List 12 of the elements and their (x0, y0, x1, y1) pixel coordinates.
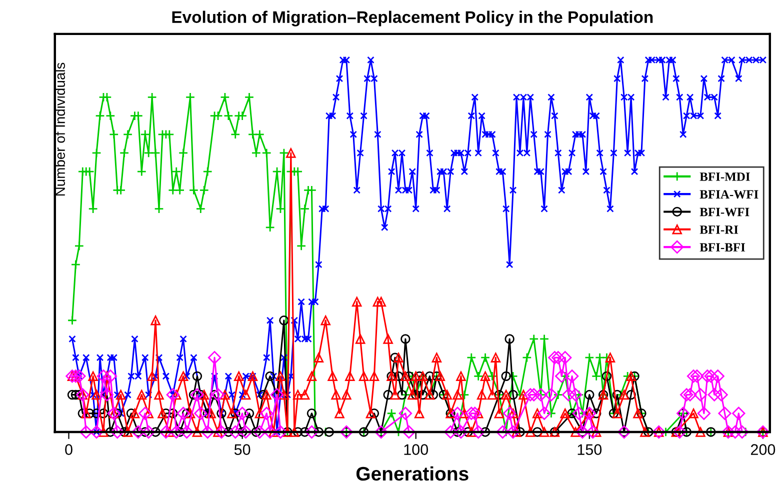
x-tick-label: 0 (65, 444, 72, 456)
x-axis-title: Generations (356, 466, 468, 481)
legend-label: BFIA-WFI (700, 190, 758, 199)
legend-label: BFI-MDI (700, 172, 750, 181)
chart-title: Evolution of Migration–Replacement Policy in the Population (172, 10, 653, 26)
legend-label: BFI-RI (700, 226, 738, 234)
x-tick-label: 200 (750, 444, 776, 456)
x-tick-label: 100 (404, 444, 428, 456)
legend-label: BFI-BFI (700, 243, 746, 252)
x-tick-label: 150 (578, 444, 602, 456)
x-tick-label: 50 (234, 444, 250, 456)
legend-label: BFI-WFI (700, 208, 750, 216)
